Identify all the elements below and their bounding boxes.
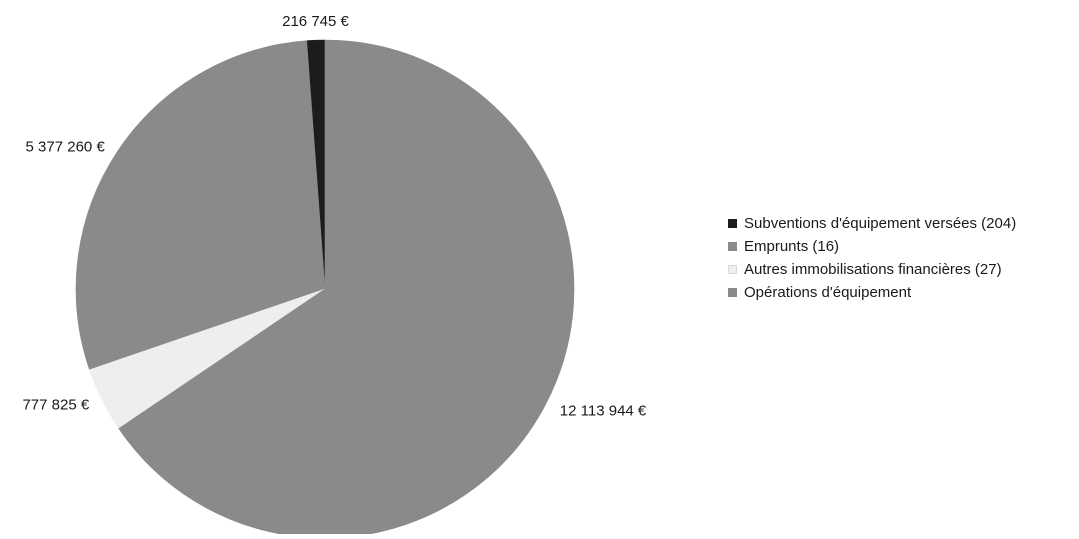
pie-slices [75, 39, 575, 539]
pie-slice [75, 40, 326, 371]
legend-item-subventions: Subventions d'équipement versées (204) [728, 214, 1073, 233]
legend-swatch-icon [728, 288, 737, 297]
legend-item-operations: Opérations d'équipement [728, 283, 1073, 302]
legend-label: Opérations d'équipement [744, 284, 912, 301]
legend-item-autres-immobilisations: Autres immobilisations financières (27) [728, 260, 1073, 279]
legend-label: Subventions d'équipement versées (204) [744, 215, 1017, 232]
pie-data-label: 5 377 260 € [26, 138, 106, 155]
legend-swatch-icon [728, 265, 737, 274]
chart-legend: Subventions d'équipement versées (204) E… [728, 214, 1073, 306]
pie-data-label: 777 825 € [22, 397, 89, 414]
pie-data-label: 216 745 € [282, 13, 349, 30]
pie-data-labels: 216 745 € 5 377 260 € 777 825 € 12 113 944 … [22, 13, 646, 419]
pie-slice [118, 39, 575, 539]
legend-label: Emprunts (16) [744, 238, 840, 255]
legend-label: Autres immobilisations financières (27) [744, 261, 1002, 278]
pie-data-label: 12 113 944 € [560, 402, 647, 419]
legend-swatch-icon [728, 242, 737, 251]
legend-swatch-icon [728, 219, 737, 228]
legend-item-emprunts: Emprunts (16) [728, 237, 1073, 256]
